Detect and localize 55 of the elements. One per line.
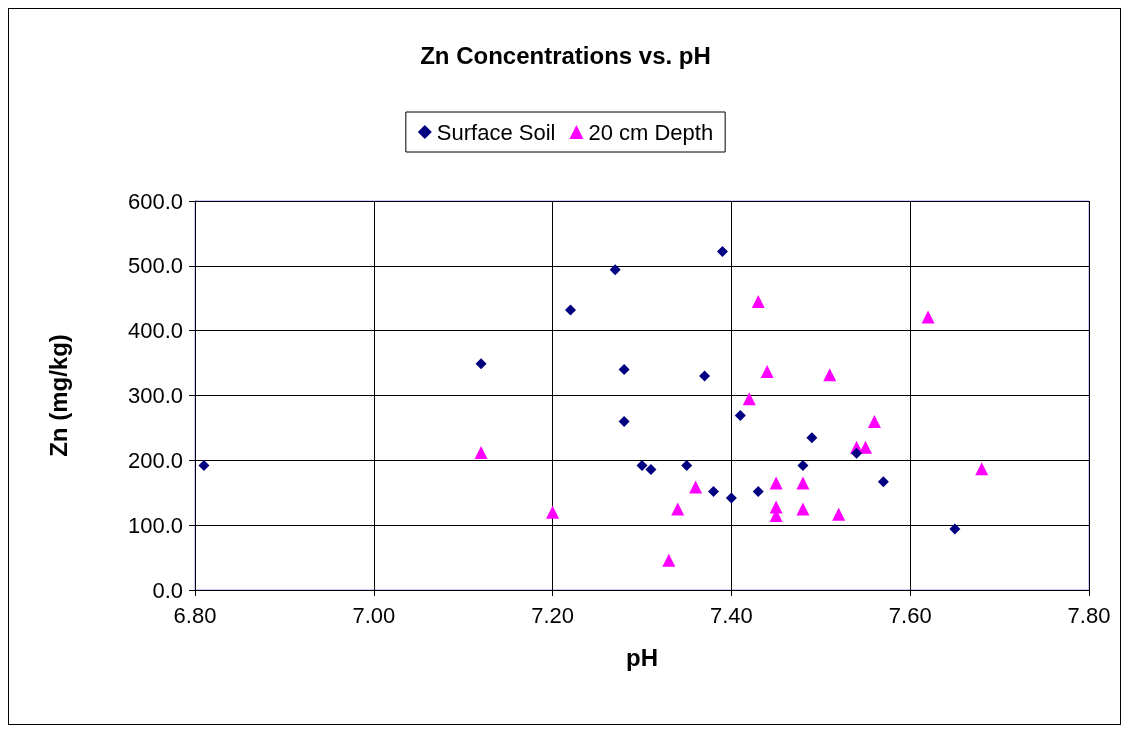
point [645, 463, 657, 475]
x-tick-label: 7.80 [1067, 602, 1111, 628]
point [796, 476, 810, 490]
point [699, 370, 711, 382]
point [806, 432, 818, 444]
point [671, 502, 685, 516]
point [689, 480, 703, 494]
point [546, 505, 560, 519]
point [636, 460, 648, 472]
point [618, 415, 630, 427]
point [564, 304, 576, 316]
point [851, 447, 863, 459]
point [716, 246, 728, 258]
x-tick-label: 7.60 [888, 602, 932, 628]
y-tick-label: 400.0 [127, 318, 183, 344]
point [618, 364, 630, 376]
chart-title: Zn Concentrations vs. pH [420, 41, 711, 69]
point [832, 507, 846, 521]
point [751, 294, 765, 308]
point [769, 476, 783, 490]
x-tick-label: 7.00 [352, 602, 396, 628]
y-tick-label: 300.0 [127, 383, 183, 408]
point [796, 502, 810, 516]
y-tick-label: 100.0 [127, 512, 183, 538]
point [949, 523, 961, 535]
point [742, 392, 756, 406]
y-tick-label: 600.0 [127, 188, 183, 214]
point [474, 446, 488, 460]
legend-label: Surface Soil [436, 119, 556, 145]
y-axis-title: Zn (mg/kg) [44, 334, 72, 457]
y-tick-label: 0.0 [152, 577, 183, 603]
y-tick-label: 200.0 [127, 447, 183, 473]
x-tick-label: 6.80 [173, 602, 217, 628]
point [877, 476, 889, 488]
point [681, 460, 693, 472]
point [975, 462, 989, 476]
point [760, 365, 774, 379]
y-tick-label: 500.0 [127, 253, 183, 279]
x-tick-label: 7.20 [531, 602, 575, 628]
point [921, 310, 935, 324]
x-tick-label: 7.40 [709, 602, 753, 628]
point [734, 410, 746, 422]
point [198, 460, 210, 472]
point [859, 440, 872, 454]
point [867, 414, 881, 428]
point [708, 485, 720, 497]
point [725, 492, 737, 504]
x-axis-title: pH [626, 643, 658, 671]
point [662, 553, 676, 567]
point [823, 368, 837, 382]
point [475, 358, 487, 370]
legend-label: 20 cm Depth [588, 119, 714, 145]
point [752, 485, 764, 497]
point [609, 264, 621, 276]
point [797, 460, 809, 472]
